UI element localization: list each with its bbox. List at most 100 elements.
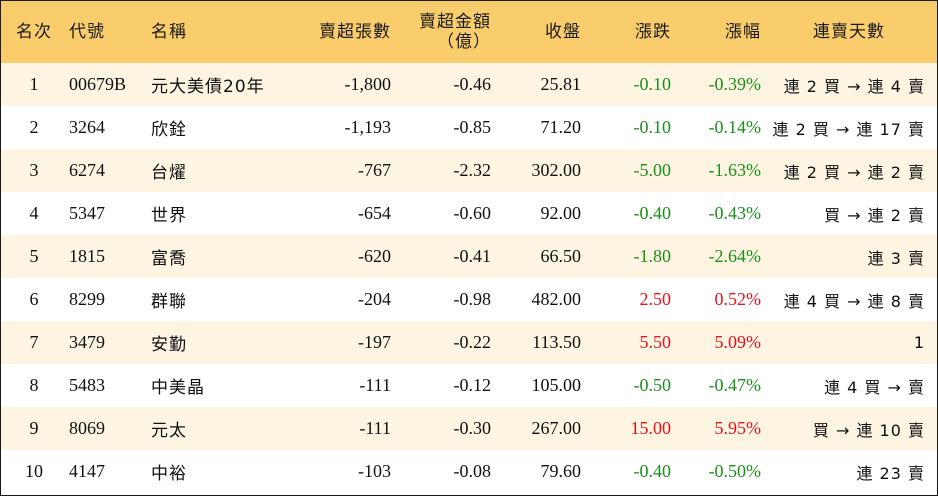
header-change-pct: 漲幅 <box>725 22 761 42</box>
code-cell: 1815 <box>69 246 105 266</box>
sell-shares-cell: -111 <box>359 375 391 395</box>
close-cell: 66.50 <box>540 246 582 266</box>
change-pct-cell: -0.43% <box>708 203 762 223</box>
sell-amount-cell: -0.41 <box>453 246 492 266</box>
close-cell: 92.00 <box>540 203 582 223</box>
table-row: 3 6274 台燿 -767 -2.32 302.00 -5.00 -1.63%… <box>1 149 937 192</box>
table-row: 6 8299 群聯 -204 -0.98 482.00 2.50 0.52% 連… <box>1 278 937 321</box>
consecutive-days-cell: 連 2 買 → 連 2 賣 <box>783 162 925 182</box>
table-row: 10 4147 中裕 -103 -0.08 79.60 -0.40 -0.50%… <box>1 450 937 493</box>
rank-cell: 9 <box>29 418 39 438</box>
table-row: 8 5483 中美晶 -111 -0.12 105.00 -0.50 -0.47… <box>1 364 937 407</box>
sell-amount-cell: -2.32 <box>453 160 492 180</box>
table-row: 9 8069 元太 -111 -0.30 267.00 15.00 5.95% … <box>1 407 937 450</box>
code-cell: 3479 <box>69 332 105 352</box>
close-cell: 25.81 <box>540 74 582 94</box>
table-row: 7 3479 安勤 -197 -0.22 113.50 5.50 5.09% 1 <box>1 321 937 364</box>
header-close: 收盤 <box>545 22 581 42</box>
change-pct-cell: -2.64% <box>708 246 762 266</box>
change-cell: -5.00 <box>633 160 672 180</box>
consecutive-days-cell: 連 4 買 → 賣 <box>824 377 925 397</box>
code-cell: 3264 <box>69 117 105 137</box>
header-sell-shares: 賣超張數 <box>319 22 391 42</box>
header-code: 代號 <box>69 22 105 42</box>
sell-amount-cell: -0.60 <box>453 203 492 223</box>
change-cell: -0.10 <box>633 74 672 94</box>
change-cell: 2.50 <box>639 289 672 309</box>
rank-cell: 1 <box>29 74 39 94</box>
table-header: 名次 代號 名稱 賣超張數 賣超金額 （億） 收盤 漲跌 漲幅 連賣天數 <box>1 1 937 63</box>
sell-amount-cell: -0.22 <box>453 332 492 352</box>
consecutive-days-cell: 連 23 賣 <box>856 463 925 483</box>
sell-amount-cell: -0.85 <box>453 117 492 137</box>
name-cell: 群聯 <box>151 292 187 312</box>
close-cell: 79.60 <box>540 461 582 481</box>
table-row: 5 1815 富喬 -620 -0.41 66.50 -1.80 -2.64% … <box>1 235 937 278</box>
change-pct-cell: -0.47% <box>708 375 762 395</box>
change-cell: -1.80 <box>633 246 672 266</box>
name-cell: 中裕 <box>151 464 187 484</box>
rank-cell: 4 <box>29 203 39 223</box>
code-cell: 6274 <box>69 160 105 180</box>
name-cell: 中美晶 <box>151 378 205 398</box>
header-change: 漲跌 <box>635 22 671 42</box>
sell-shares-cell: -767 <box>358 160 391 180</box>
rank-cell: 7 <box>29 332 39 352</box>
header-sell-amount-line1: 賣超金額 <box>419 12 491 32</box>
consecutive-days-cell: 連 3 賣 <box>867 248 925 268</box>
header-name: 名稱 <box>151 22 187 42</box>
close-cell: 267.00 <box>531 418 582 438</box>
header-rank: 名次 <box>16 22 52 42</box>
name-cell: 欣銓 <box>151 120 187 140</box>
consecutive-days-cell: 連 2 買 → 連 4 賣 <box>783 76 925 96</box>
change-cell: -0.40 <box>633 461 672 481</box>
name-cell: 元太 <box>151 421 187 441</box>
change-cell: -0.40 <box>633 203 672 223</box>
code-cell: 5483 <box>69 375 105 395</box>
rank-cell: 10 <box>25 461 43 481</box>
close-cell: 71.20 <box>540 117 582 137</box>
name-cell: 元大美債20年 <box>151 77 265 97</box>
header-sell-amount: 賣超金額 （億） <box>391 1 491 63</box>
close-cell: 482.00 <box>531 289 582 309</box>
consecutive-days-cell: 連 2 買 → 連 17 賣 <box>772 119 925 139</box>
code-cell: 5347 <box>69 203 105 223</box>
name-cell: 台燿 <box>151 163 187 183</box>
change-pct-cell: 5.95% <box>714 418 762 438</box>
name-cell: 世界 <box>151 206 187 226</box>
close-cell: 302.00 <box>531 160 582 180</box>
rank-cell: 6 <box>29 289 39 309</box>
code-cell: 4147 <box>69 461 105 481</box>
sell-shares-cell: -1,193 <box>344 117 392 137</box>
sell-shares-cell: -111 <box>359 418 391 438</box>
consecutive-days-cell: 連 4 買 → 連 8 賣 <box>783 291 925 311</box>
close-cell: 113.50 <box>532 332 581 352</box>
sell-shares-cell: -204 <box>358 289 391 309</box>
consecutive-days-cell: 買 → 連 10 賣 <box>812 420 925 440</box>
sell-amount-cell: -0.08 <box>453 461 492 481</box>
change-cell: 5.50 <box>639 332 672 352</box>
change-cell: -0.10 <box>633 117 672 137</box>
change-cell: 15.00 <box>630 418 672 438</box>
table-row: 2 3264 欣銓 -1,193 -0.85 71.20 -0.10 -0.14… <box>1 106 937 149</box>
change-pct-cell: -0.50% <box>708 461 762 481</box>
sell-amount-cell: -0.46 <box>453 74 492 94</box>
sell-shares-cell: -197 <box>358 332 391 352</box>
sell-shares-cell: -1,800 <box>344 74 392 94</box>
sell-amount-cell: -0.12 <box>453 375 492 395</box>
rank-cell: 2 <box>29 117 39 137</box>
consecutive-days-cell: 買 → 連 2 賣 <box>824 205 925 225</box>
header-consecutive-days: 連賣天數 <box>813 22 885 42</box>
change-pct-cell: 0.52% <box>714 289 762 309</box>
header-row: 名次 代號 名稱 賣超張數 賣超金額 （億） 收盤 漲跌 漲幅 連賣天數 <box>1 1 937 63</box>
sell-amount-cell: -0.30 <box>453 418 492 438</box>
change-pct-cell: -0.14% <box>708 117 762 137</box>
sell-shares-cell: -654 <box>358 203 391 223</box>
consecutive-days-cell: 1 <box>913 333 925 352</box>
change-pct-cell: -0.39% <box>708 74 762 94</box>
close-cell: 105.00 <box>531 375 582 395</box>
code-cell: 8299 <box>69 289 105 309</box>
sell-amount-cell: -0.98 <box>453 289 492 309</box>
